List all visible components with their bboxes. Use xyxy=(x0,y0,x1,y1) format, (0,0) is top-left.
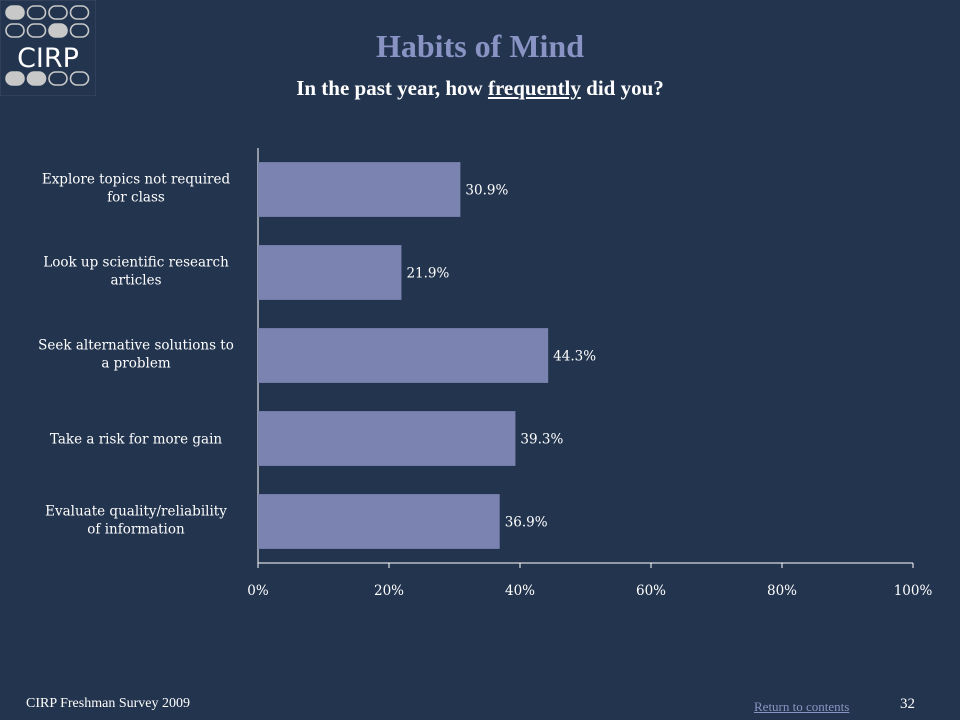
slide-subtitle: In the past year, how frequently did you… xyxy=(296,76,664,100)
bar xyxy=(258,245,402,300)
x-tick-label: 20% xyxy=(374,583,404,599)
category-label: a problem xyxy=(101,356,171,372)
x-tick-label: 0% xyxy=(247,583,269,599)
bar-value-label: 21.9% xyxy=(406,266,449,282)
bar-value-label: 39.3% xyxy=(520,432,563,448)
logo-pill-icon xyxy=(69,23,90,38)
logo-pill-icon xyxy=(5,71,25,86)
logo-pill-icon xyxy=(69,71,90,86)
logo-text: CIRP xyxy=(17,43,79,74)
bar xyxy=(258,494,500,549)
subtitle-emphasis: frequently xyxy=(487,76,581,100)
logo-pill-icon xyxy=(5,5,25,20)
category-label: Explore topics not required xyxy=(42,172,231,188)
logo-pill-icon xyxy=(48,5,68,20)
category-label: for class xyxy=(107,190,165,206)
logo-pill-icon xyxy=(69,5,90,20)
slide-title: Habits of Mind xyxy=(375,28,585,64)
category-label: Seek alternative solutions to xyxy=(38,338,234,354)
cirp-logo: CIRP xyxy=(0,0,96,96)
footer-survey-name: CIRP Freshman Survey 2009 xyxy=(26,696,190,711)
x-tick-label: 60% xyxy=(636,583,666,599)
category-label: Look up scientific research xyxy=(43,255,229,271)
x-tick-label: 40% xyxy=(505,583,535,599)
bar xyxy=(258,411,516,466)
logo-pill-icon xyxy=(26,71,47,86)
category-label: Evaluate quality/reliability xyxy=(45,504,227,520)
bar-value-label: 30.9% xyxy=(465,183,508,199)
return-to-contents-link[interactable]: Return to contents xyxy=(754,699,850,714)
logo-pill-icon xyxy=(26,23,47,38)
logo-pill-icon xyxy=(48,23,68,38)
category-label: articles xyxy=(110,273,161,289)
category-label: of information xyxy=(87,522,185,538)
bar-value-label: 44.3% xyxy=(553,349,596,365)
logo-pill-icon xyxy=(48,71,68,86)
x-tick-label: 80% xyxy=(767,583,797,599)
bar-value-label: 36.9% xyxy=(505,515,548,531)
x-tick-label: 100% xyxy=(894,583,933,599)
bar xyxy=(258,162,461,217)
logo-pill-icon xyxy=(5,23,25,38)
logo-pill-icon xyxy=(26,5,47,20)
category-label: Take a risk for more gain xyxy=(50,432,223,448)
page-number: 32 xyxy=(900,696,915,712)
bar xyxy=(258,328,549,383)
